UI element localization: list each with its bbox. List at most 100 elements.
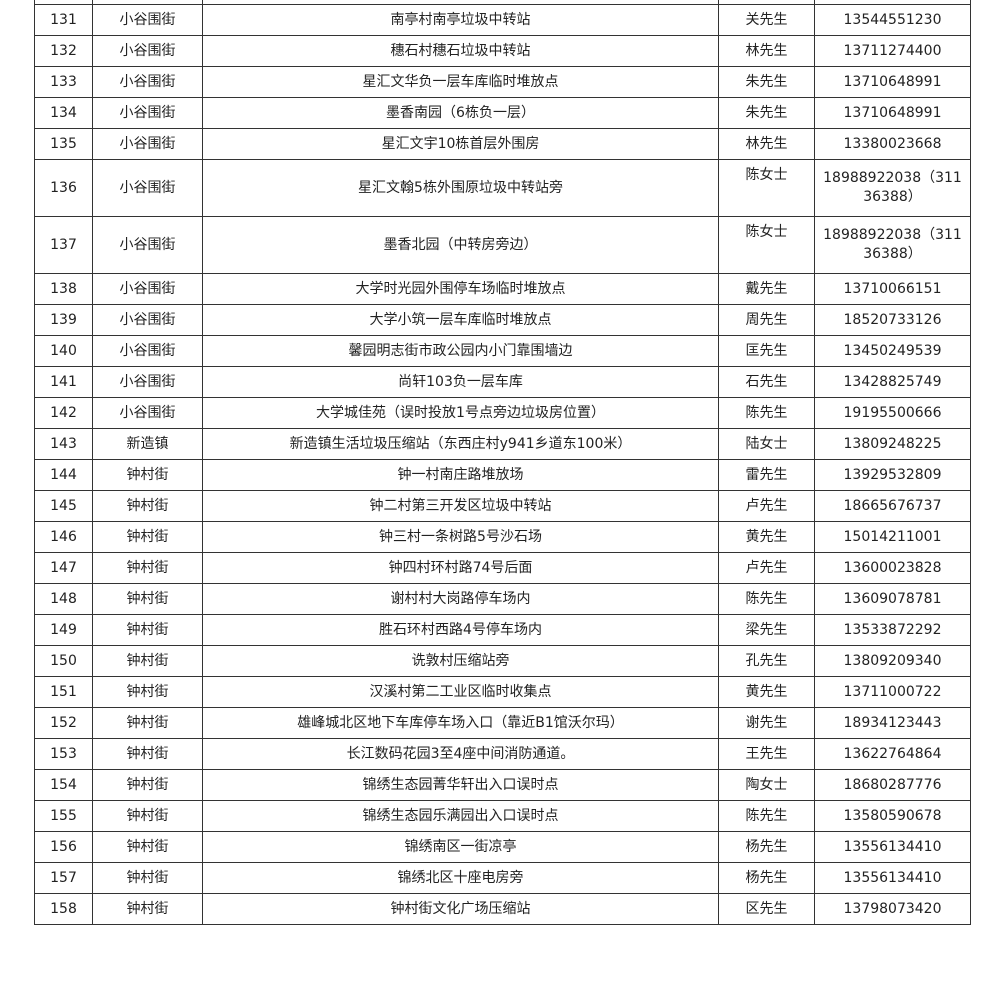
table-row: 139 小谷围街 大学小筑一层车库临时堆放点 周先生 18520733126 [34, 304, 971, 336]
row-number-cell: 132 [34, 35, 93, 67]
row-number-cell: 149 [34, 614, 93, 646]
phone-cell: 18520733126 [814, 304, 971, 336]
phone-cell: 18680287776 [814, 769, 971, 801]
row-number-cell: 145 [34, 490, 93, 522]
location-cell: 尚轩103负一层车库 [202, 366, 719, 398]
row-number-cell: 155 [34, 800, 93, 832]
table-row: 147 钟村街 钟四村环村路74号后面 卢先生 13600023828 [34, 552, 971, 584]
street-cell: 小谷围街 [92, 66, 203, 98]
street-cell: 钟村街 [92, 614, 203, 646]
street-cell: 钟村街 [92, 707, 203, 739]
row-number-cell: 134 [34, 97, 93, 129]
street-cell: 钟村街 [92, 583, 203, 615]
table-row: 141 小谷围街 尚轩103负一层车库 石先生 13428825749 [34, 366, 971, 398]
location-cell: 星汇文翰5栋外围原垃圾中转站旁 [202, 159, 719, 217]
location-cell: 锦绣生态园菁华轩出入口误时点 [202, 769, 719, 801]
table-row: 156 钟村街 锦绣南区一街凉亭 杨先生 13556134410 [34, 831, 971, 863]
row-number-cell: 137 [34, 216, 93, 274]
table-row: 154 钟村街 锦绣生态园菁华轩出入口误时点 陶女士 18680287776 [34, 769, 971, 801]
location-cell: 锦绣南区一街凉亭 [202, 831, 719, 863]
phone-cell: 18988922038（31136388） [814, 216, 971, 274]
location-cell: 墨香北园（中转房旁边） [202, 216, 719, 274]
collection-points-table: 131 小谷围街 南亭村南亭垃圾中转站 关先生 13544551230 132 小谷围街 穗石… [34, 0, 971, 925]
location-cell: 钟三村一条树路5号沙石场 [202, 521, 719, 553]
row-number-cell: 141 [34, 366, 93, 398]
table-row: 149 钟村街 胜石环村西路4号停车场内 梁先生 13533872292 [34, 614, 971, 646]
table-row: 144 钟村街 钟一村南庄路堆放场 雷先生 13929532809 [34, 459, 971, 491]
location-cell: 钟一村南庄路堆放场 [202, 459, 719, 491]
phone-cell: 18934123443 [814, 707, 971, 739]
phone-cell: 19195500666 [814, 397, 971, 429]
street-cell: 小谷围街 [92, 304, 203, 336]
row-number-cell: 148 [34, 583, 93, 615]
contact-person-cell: 杨先生 [718, 831, 815, 863]
contact-person-cell: 黄先生 [718, 521, 815, 553]
phone-cell: 13609078781 [814, 583, 971, 615]
location-cell: 胜石环村西路4号停车场内 [202, 614, 719, 646]
contact-person-cell: 杨先生 [718, 862, 815, 894]
contact-person-cell: 卢先生 [718, 490, 815, 522]
street-cell: 钟村街 [92, 831, 203, 863]
location-cell: 锦绣生态园乐满园出入口误时点 [202, 800, 719, 832]
table-body: 131 小谷围街 南亭村南亭垃圾中转站 关先生 13544551230 132 小谷围街 穗石… [34, 0, 971, 925]
phone-cell: 18665676737 [814, 490, 971, 522]
contact-person-cell: 石先生 [718, 366, 815, 398]
row-number-cell: 156 [34, 831, 93, 863]
table-row: 150 钟村街 诜敦村压缩站旁 孔先生 13809209340 [34, 645, 971, 677]
table-row: 138 小谷围街 大学时光园外围停车场临时堆放点 戴先生 13710066151 [34, 273, 971, 305]
row-number-cell: 144 [34, 459, 93, 491]
location-cell: 星汇文宇10栋首层外围房 [202, 128, 719, 160]
contact-person-cell: 谢先生 [718, 707, 815, 739]
contact-person-cell: 戴先生 [718, 273, 815, 305]
street-cell: 小谷围街 [92, 397, 203, 429]
contact-person-cell: 王先生 [718, 738, 815, 770]
table-row: 151 钟村街 汉溪村第二工业区临时收集点 黄先生 13711000722 [34, 676, 971, 708]
table-row: 137 小谷围街 墨香北园（中转房旁边） 陈女士 18988922038（3113638… [34, 216, 971, 274]
contact-person-cell: 陶女士 [718, 769, 815, 801]
phone-cell: 13622764864 [814, 738, 971, 770]
table-row: 158 钟村街 钟村街文化广场压缩站 区先生 13798073420 [34, 893, 971, 925]
row-number-cell: 150 [34, 645, 93, 677]
street-cell: 钟村街 [92, 893, 203, 925]
table-row: 146 钟村街 钟三村一条树路5号沙石场 黄先生 15014211001 [34, 521, 971, 553]
street-cell: 钟村街 [92, 645, 203, 677]
street-cell: 新造镇 [92, 428, 203, 460]
phone-cell: 13798073420 [814, 893, 971, 925]
location-cell: 汉溪村第二工业区临时收集点 [202, 676, 719, 708]
row-number-cell: 133 [34, 66, 93, 98]
contact-person-cell: 周先生 [718, 304, 815, 336]
phone-cell: 13809248225 [814, 428, 971, 460]
phone-cell: 13710648991 [814, 97, 971, 129]
table-row: 148 钟村街 谢村村大岗路停车场内 陈先生 13609078781 [34, 583, 971, 615]
contact-person-cell: 陈女士 [718, 159, 815, 217]
table-row: 145 钟村街 钟二村第三开发区垃圾中转站 卢先生 18665676737 [34, 490, 971, 522]
street-cell: 小谷围街 [92, 4, 203, 36]
phone-cell: 13450249539 [814, 335, 971, 367]
street-cell: 钟村街 [92, 552, 203, 584]
street-cell: 小谷围街 [92, 273, 203, 305]
table-row: 136 小谷围街 星汇文翰5栋外围原垃圾中转站旁 陈女士 18988922038（311… [34, 159, 971, 217]
row-number-cell: 131 [34, 4, 93, 36]
phone-cell: 13711274400 [814, 35, 971, 67]
location-cell: 大学时光园外围停车场临时堆放点 [202, 273, 719, 305]
contact-person-cell: 关先生 [718, 4, 815, 36]
phone-cell: 13533872292 [814, 614, 971, 646]
row-number-cell: 147 [34, 552, 93, 584]
location-cell: 钟二村第三开发区垃圾中转站 [202, 490, 719, 522]
street-cell: 小谷围街 [92, 335, 203, 367]
street-cell: 钟村街 [92, 459, 203, 491]
location-cell: 墨香南园（6栋负一层） [202, 97, 719, 129]
phone-cell: 13544551230 [814, 4, 971, 36]
contact-person-cell: 卢先生 [718, 552, 815, 584]
contact-person-cell: 陈先生 [718, 583, 815, 615]
street-cell: 钟村街 [92, 862, 203, 894]
location-cell: 大学城佳苑（误时投放1号点旁边垃圾房位置） [202, 397, 719, 429]
phone-cell: 13710648991 [814, 66, 971, 98]
phone-cell: 13600023828 [814, 552, 971, 584]
location-cell: 馨园明志街市政公园内小门靠围墙边 [202, 335, 719, 367]
contact-person-cell: 区先生 [718, 893, 815, 925]
contact-person-cell: 孔先生 [718, 645, 815, 677]
location-cell: 大学小筑一层车库临时堆放点 [202, 304, 719, 336]
contact-person-cell: 雷先生 [718, 459, 815, 491]
table-row: 152 钟村街 雄峰城北区地下车库停车场入口（靠近B1馆沃尔玛） 谢先生 1893412… [34, 707, 971, 739]
